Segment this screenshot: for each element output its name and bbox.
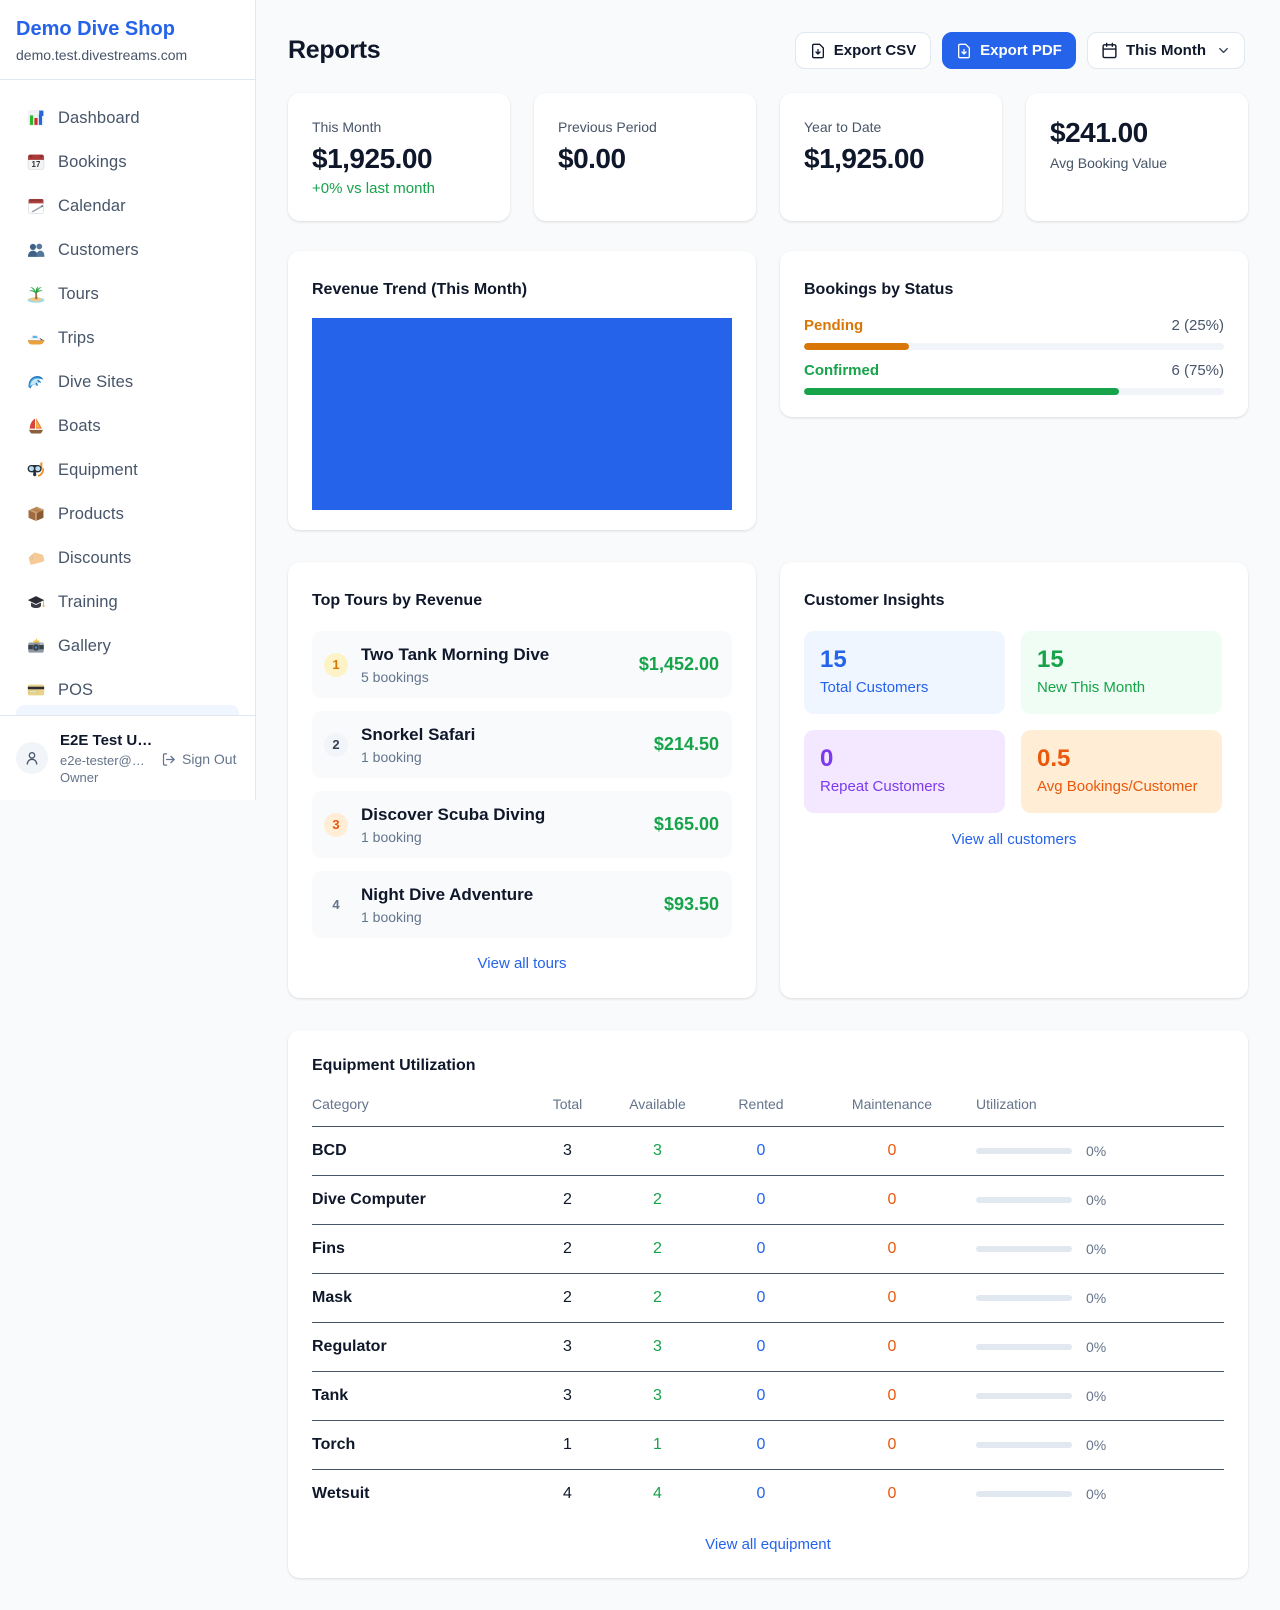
svg-text:17: 17 (31, 160, 41, 169)
